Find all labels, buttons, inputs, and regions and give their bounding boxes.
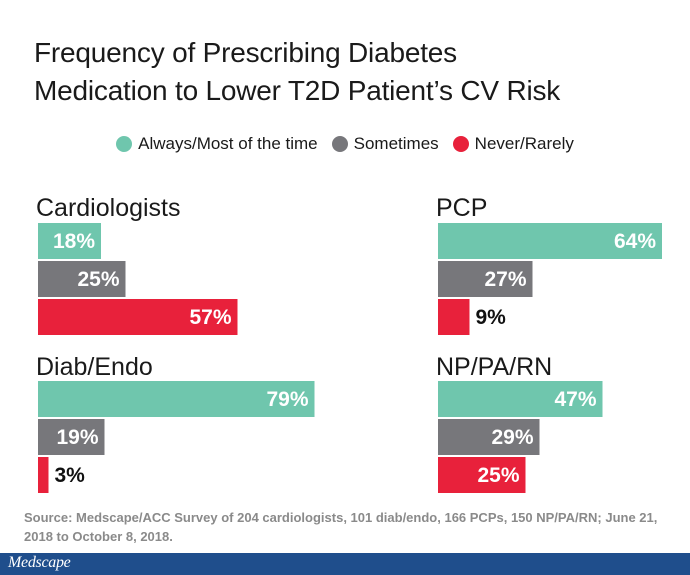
bar-label-diab-endo-sometimes: 19% (56, 426, 98, 449)
medscape-logo: Medscape (8, 554, 71, 571)
bar-np-pa-rn-always (438, 381, 603, 417)
bar-label-diab-endo-always: 79% (266, 388, 308, 411)
bar-np-pa-rn-sometimes (438, 419, 540, 455)
chart-title-line-1: Frequency of Prescribing Diabetes (34, 37, 457, 68)
bar-diab-endo-never (38, 457, 49, 493)
source-note: Source: Medscape/ACC Survey of 204 cardi… (24, 510, 658, 544)
panel-pcp: PCP 64% 27% 9% (436, 194, 662, 335)
legend-swatch-always (116, 136, 133, 152)
panel-cardiologists: Cardiologists 18% 25% 57% (36, 194, 238, 335)
bar-pcp-always (438, 223, 662, 259)
chart-title-line-2: Medication to Lower T2D Patient’s CV Ris… (34, 75, 561, 106)
bar-label-pcp-sometimes: 27% (484, 268, 526, 291)
panel-title-np-pa-rn: NP/PA/RN (436, 353, 552, 381)
panel-title-diab-endo: Diab/Endo (36, 353, 153, 381)
bar-np-pa-rn-never (438, 457, 526, 493)
bar-label-cardiologists-never: 57% (189, 306, 231, 329)
chart-title: Frequency of Prescribing Diabetes Medica… (34, 34, 654, 110)
bar-diab-endo-always (38, 381, 315, 417)
bar-label-diab-endo-never: 3% (55, 464, 86, 487)
legend-item-never: Never/Rarely (452, 134, 574, 154)
bar-cardiologists-always (38, 223, 101, 259)
bar-label-np-pa-rn-sometimes: 29% (491, 426, 533, 449)
legend-label-sometimes: Sometimes (353, 134, 439, 153)
bar-chart-area: Cardiologists 18% 25% 57% PCP 64% 27% 9% Diab/En… (36, 194, 662, 493)
panel-title-pcp: PCP (436, 194, 487, 222)
bar-label-np-pa-rn-always: 47% (554, 388, 596, 411)
legend-item-sometimes: Sometimes (331, 134, 439, 154)
bar-label-np-pa-rn-never: 25% (477, 464, 519, 487)
bar-pcp-sometimes (438, 261, 533, 297)
footer-bar: Medscape (0, 553, 690, 575)
panel-title-cardiologists: Cardiologists (36, 194, 181, 222)
bar-diab-endo-sometimes (38, 419, 105, 455)
bar-label-pcp-always: 64% (614, 230, 656, 253)
bar-cardiologists-sometimes (38, 261, 126, 297)
legend-item-always: Always/Most of the time (116, 134, 318, 154)
bar-label-pcp-never: 9% (476, 306, 507, 329)
bar-label-cardiologists-sometimes: 25% (77, 268, 119, 291)
legend-label-always: Always/Most of the time (138, 134, 318, 153)
legend-swatch-never (452, 136, 469, 152)
bar-pcp-never (438, 299, 470, 335)
bar-cardiologists-never (38, 299, 238, 335)
legend: Always/Most of the time Sometimes Never/… (0, 134, 690, 154)
legend-label-never: Never/Rarely (474, 134, 574, 153)
panel-diab-endo: Diab/Endo 79% 19% 3% (36, 353, 315, 493)
bar-label-cardiologists-always: 18% (53, 230, 95, 253)
legend-swatch-sometimes (331, 136, 348, 152)
